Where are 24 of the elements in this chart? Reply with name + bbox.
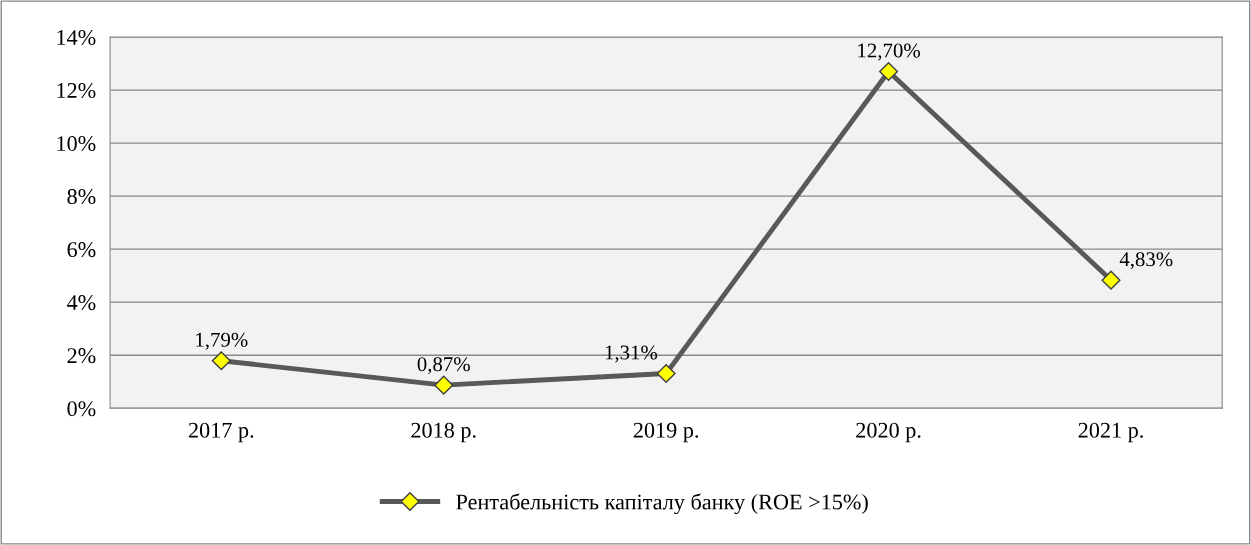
data-label: 1,79%: [196, 332, 248, 350]
x-tick-label: 2020 р.: [856, 422, 921, 443]
x-tick-label: 2021 р.: [1078, 422, 1143, 443]
y-tick-label: 0%: [67, 401, 96, 417]
data-label: 4,83%: [1119, 252, 1173, 270]
point: [879, 61, 899, 82]
y-tick-label: 6%: [67, 242, 96, 258]
data-label: 1,31%: [605, 345, 658, 363]
y-tick-label: 8%: [67, 189, 96, 205]
data-label: 0,87%: [417, 357, 470, 375]
legend-label: Рентабельність капіталу банку (ROE >15%): [456, 493, 868, 515]
y-tick-label: 14%: [57, 29, 96, 46]
y-tick-label: 10%: [57, 136, 96, 152]
point: [1101, 270, 1121, 290]
x-tick-label: 2017 р.: [188, 422, 254, 443]
x-tick-label: 2019 р.: [633, 422, 699, 443]
y-tick-label: 4%: [67, 295, 96, 311]
point: [211, 351, 231, 371]
point: [434, 375, 454, 395]
x-tick-label: 2018 р.: [411, 422, 476, 443]
data-label: 12,70%: [858, 43, 920, 61]
y-tick-label: 2%: [67, 348, 96, 364]
point: [656, 363, 676, 384]
y-tick-label: 12%: [57, 83, 96, 99]
